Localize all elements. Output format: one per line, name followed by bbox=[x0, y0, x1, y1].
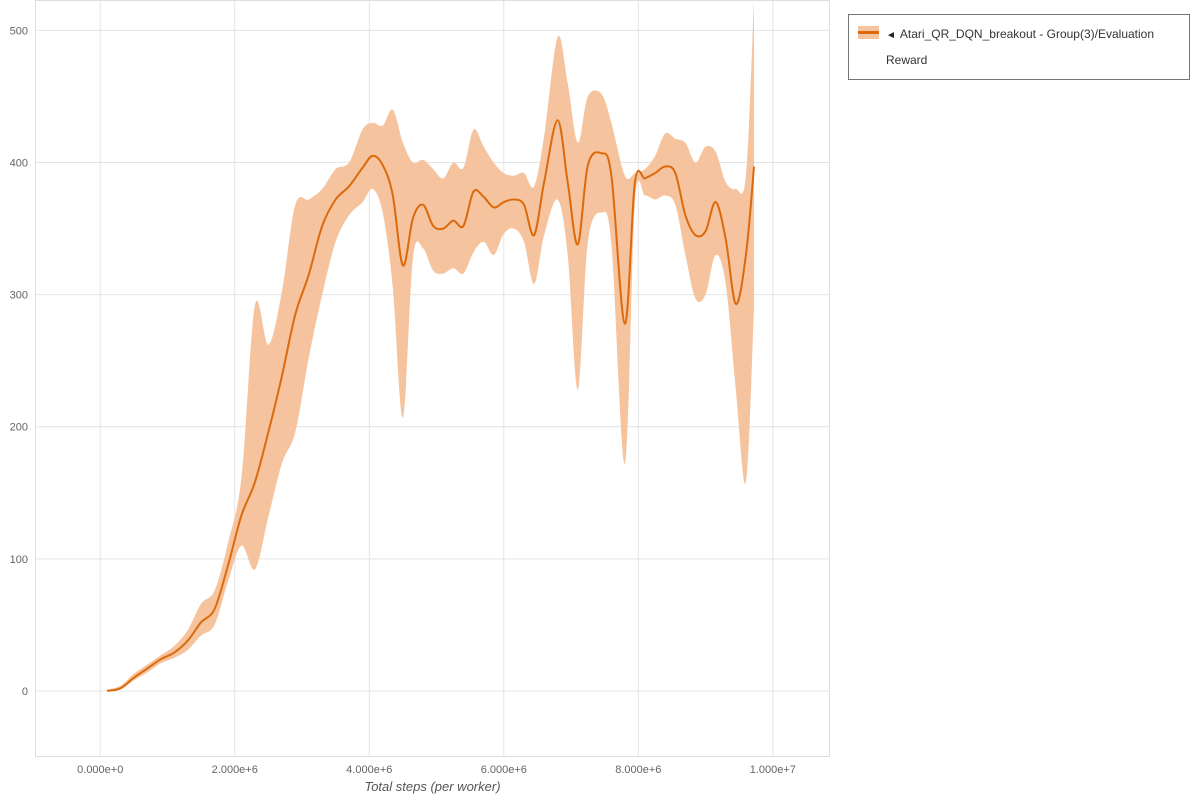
mean-line bbox=[106, 119, 755, 692]
x-tick-label: 6.000e+6 bbox=[481, 764, 527, 776]
legend-swatch-icon bbox=[858, 26, 879, 39]
legend-label-wrap: ◄ Atari_QR_DQN_breakout - Group(3)/Evalua… bbox=[886, 22, 1180, 72]
x-tick-label: 8.000e+6 bbox=[615, 764, 661, 776]
plot-frame bbox=[35, 0, 830, 757]
y-tick-label: 100 bbox=[10, 554, 28, 566]
chart-container: 0 100 200 300 400 500 0.000e+0 2.000e+6 4.000e+6… bbox=[0, 0, 840, 800]
x-tick-label: 1.000e+7 bbox=[750, 764, 796, 776]
y-tick-label: 300 bbox=[10, 290, 28, 302]
x-axis-title: Total steps (per worker) bbox=[364, 779, 500, 794]
legend-collapse-icon[interactable]: ◄ bbox=[886, 30, 896, 41]
evaluation-reward-chart[interactable]: 0 100 200 300 400 500 0.000e+0 2.000e+6 4.000e+6… bbox=[0, 0, 840, 800]
x-tick-label: 4.000e+6 bbox=[346, 764, 392, 776]
y-tick-label: 0 bbox=[22, 686, 28, 698]
legend: ◄ Atari_QR_DQN_breakout - Group(3)/Evalua… bbox=[848, 14, 1190, 80]
x-tick-label: 0.000e+0 bbox=[77, 764, 123, 776]
legend-item-evaluation-reward[interactable]: ◄ Atari_QR_DQN_breakout - Group(3)/Evalua… bbox=[858, 22, 1180, 72]
y-tick-label: 400 bbox=[10, 157, 28, 169]
y-tick-label: 200 bbox=[10, 422, 28, 434]
confidence-band bbox=[107, 0, 754, 691]
legend-swatch-line bbox=[858, 31, 879, 34]
y-tick-label: 500 bbox=[10, 25, 28, 37]
x-tick-label: 2.000e+6 bbox=[212, 764, 258, 776]
legend-label: Atari_QR_DQN_breakout - Group(3)/Evaluat… bbox=[886, 27, 1155, 67]
